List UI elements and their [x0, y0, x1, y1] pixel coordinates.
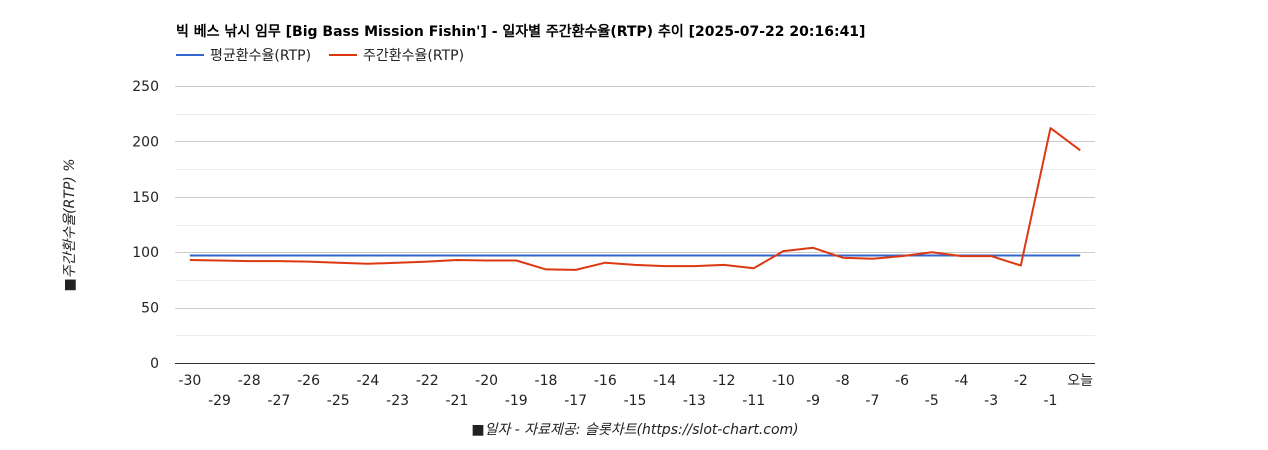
x-tick-label: -7: [865, 393, 879, 409]
x-tick-label: -14: [653, 373, 676, 389]
x-tick-label: -16: [594, 373, 617, 389]
x-tick-label: -2: [1014, 373, 1028, 389]
x-tick-label: -3: [984, 393, 998, 409]
legend-label-average: 평균환수율(RTP): [210, 48, 312, 64]
x-tick-label: -23: [386, 393, 409, 409]
legend-swatch-average: [176, 54, 204, 56]
x-tick-label: -17: [564, 393, 587, 409]
series-lines: [189, 127, 1081, 271]
x-tick-label: 오늘: [1067, 373, 1093, 389]
y-tick-label: 150: [132, 190, 159, 206]
y-tick-label: 200: [132, 134, 159, 150]
x-tick-label: -6: [895, 373, 909, 389]
x-tick-label: -24: [356, 373, 379, 389]
y-tick-label: 250: [132, 79, 159, 95]
x-tick-label: -29: [208, 393, 231, 409]
x-tick-label: -28: [238, 373, 261, 389]
legend-item-weekly[interactable]: 주간환수율(RTP): [329, 45, 464, 65]
y-tick-labels: 0 50 100 150 200 250: [132, 79, 159, 372]
x-tick-label: -13: [683, 393, 706, 409]
y-tick-label: 50: [141, 301, 159, 317]
grid-lines: [175, 86, 1095, 336]
x-tick-label: -27: [267, 393, 290, 409]
legend-label-weekly: 주간환수율(RTP): [363, 48, 465, 64]
y-tick-label: 100: [132, 245, 159, 261]
x-tick-label: -15: [624, 393, 647, 409]
x-tick-label: -4: [954, 373, 968, 389]
legend-swatch-weekly: [329, 54, 358, 56]
x-tick-label: -26: [297, 373, 320, 389]
x-axis-title: ■일자 - 자료제공: 슬롯차트(https://slot-chart.com): [471, 422, 798, 438]
x-tick-label: -1: [1043, 393, 1057, 409]
x-tick-label: -25: [327, 393, 350, 409]
chart-title: 빅 베스 낚시 임무 [Big Bass Mission Fishin'] - …: [176, 24, 866, 40]
x-tick-label: -30: [178, 373, 201, 389]
y-tick-label: 0: [150, 356, 159, 372]
x-tick-label: -8: [836, 373, 850, 389]
x-tick-label: -5: [925, 393, 939, 409]
x-tick-label: -11: [742, 393, 765, 409]
legend: 평균환수율(RTP) 주간환수율(RTP): [176, 45, 464, 65]
legend-item-average[interactable]: 평균환수율(RTP): [176, 45, 311, 65]
x-tick-label: -9: [806, 393, 820, 409]
x-tick-label: -18: [535, 373, 558, 389]
x-tick-label: -19: [505, 393, 528, 409]
x-tick-labels: -30-29-28-27-26-25-24-23-22-21-20-19-18-…: [178, 373, 1093, 409]
x-tick-label: -21: [445, 393, 468, 409]
y-axis-title: ■주간환수율(RTP) %: [62, 158, 78, 291]
x-tick-label: -20: [475, 373, 498, 389]
x-tick-label: -22: [416, 373, 439, 389]
series-line-weekly[interactable]: [189, 127, 1081, 271]
x-tick-label: -10: [772, 373, 795, 389]
x-tick-label: -12: [713, 373, 736, 389]
